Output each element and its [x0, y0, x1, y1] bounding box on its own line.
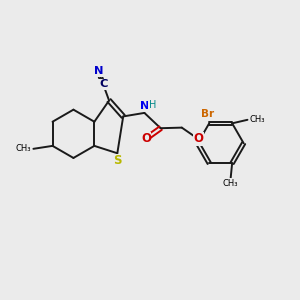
- Text: CH₃: CH₃: [250, 115, 265, 124]
- Text: N: N: [140, 101, 149, 111]
- Text: O: O: [141, 132, 151, 145]
- Text: H: H: [149, 100, 156, 110]
- Text: N: N: [94, 67, 103, 76]
- Text: C: C: [99, 80, 107, 89]
- Text: Br: Br: [201, 109, 214, 119]
- Text: CH₃: CH₃: [223, 178, 239, 188]
- Text: S: S: [113, 154, 122, 167]
- Text: O: O: [193, 132, 203, 145]
- Text: CH₃: CH₃: [16, 144, 31, 153]
